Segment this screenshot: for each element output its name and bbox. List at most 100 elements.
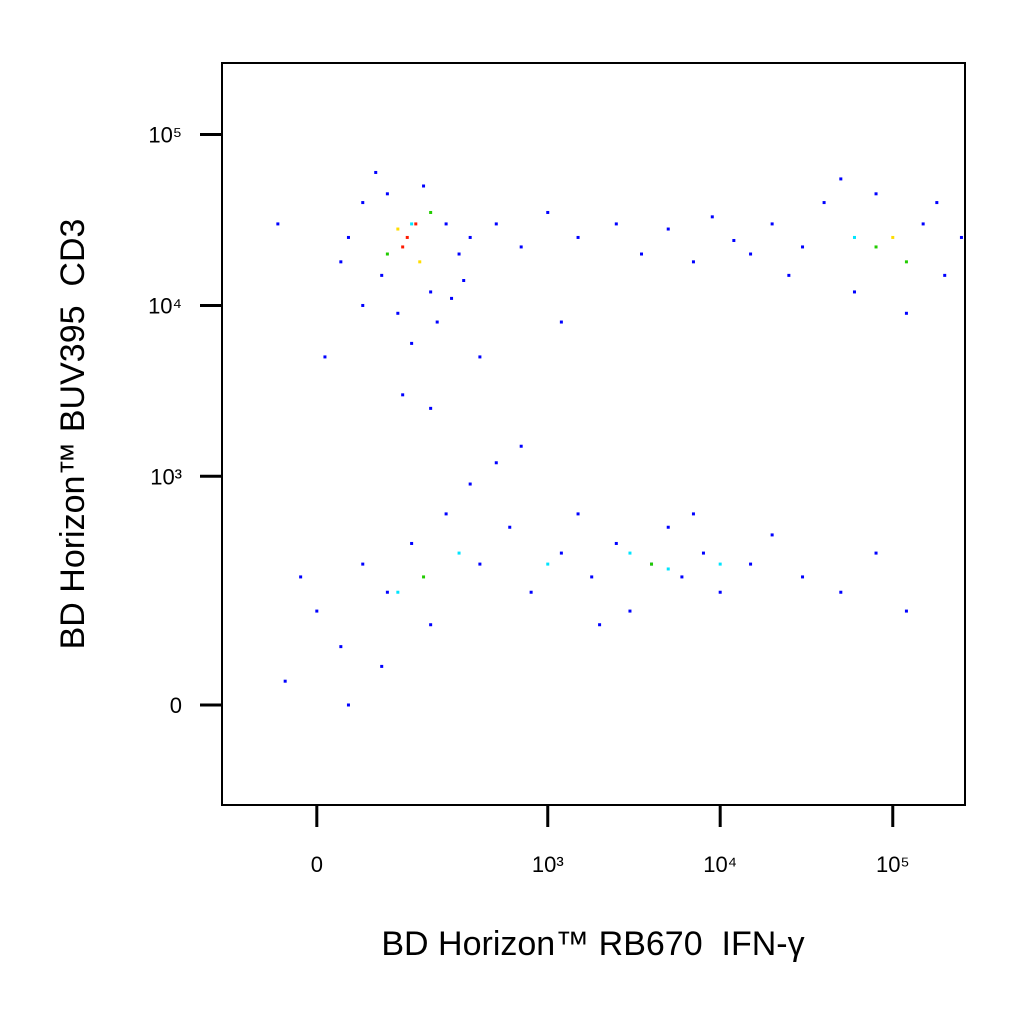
point <box>422 575 426 579</box>
point <box>283 679 287 683</box>
point <box>852 235 856 239</box>
point <box>361 201 365 205</box>
point <box>666 567 670 571</box>
point <box>519 444 523 448</box>
point <box>422 184 426 188</box>
plot-frame <box>221 62 966 806</box>
point <box>410 341 414 345</box>
point <box>396 311 400 315</box>
y-tick-label: 10³ <box>150 464 182 489</box>
point <box>276 222 280 226</box>
point <box>559 320 563 324</box>
point <box>935 201 939 205</box>
point <box>405 235 409 239</box>
point <box>457 252 461 256</box>
point <box>943 273 947 277</box>
point <box>468 235 472 239</box>
point <box>640 252 644 256</box>
point <box>401 245 405 249</box>
point <box>346 703 350 707</box>
point <box>429 623 433 627</box>
point <box>346 235 350 239</box>
point <box>444 222 448 226</box>
point <box>385 590 389 594</box>
point <box>374 170 378 174</box>
point <box>904 609 908 613</box>
point <box>666 525 670 529</box>
point <box>732 238 736 242</box>
point <box>396 590 400 594</box>
point <box>680 575 684 579</box>
point <box>598 623 602 627</box>
y-tick-label: 0 <box>170 693 182 718</box>
point <box>315 609 319 613</box>
point <box>494 461 498 465</box>
point <box>339 645 343 649</box>
point <box>450 296 454 300</box>
point <box>801 245 805 249</box>
point <box>852 290 856 294</box>
point <box>323 355 327 359</box>
point <box>299 575 303 579</box>
point <box>418 260 422 264</box>
y-tick-label: 10⁴ <box>148 293 182 318</box>
point <box>478 355 482 359</box>
point <box>519 245 523 249</box>
point <box>891 235 895 239</box>
point <box>385 252 389 256</box>
point <box>429 210 433 214</box>
point <box>749 562 753 566</box>
point <box>614 222 618 226</box>
point <box>462 278 466 282</box>
point <box>429 290 433 294</box>
point <box>385 192 389 196</box>
point <box>576 235 580 239</box>
point <box>559 551 563 555</box>
point <box>401 393 405 397</box>
point <box>921 222 925 226</box>
point <box>822 201 826 205</box>
x-tick-label: 10³ <box>532 852 564 877</box>
point <box>410 222 414 226</box>
point <box>444 512 448 516</box>
point <box>576 512 580 516</box>
point <box>546 210 550 214</box>
x-tick-label: 10⁴ <box>703 852 737 877</box>
point <box>457 551 461 555</box>
point <box>435 320 439 324</box>
point <box>494 222 498 226</box>
y-axis-label: BD Horizon™ BUV395 CD3 <box>54 219 92 650</box>
point <box>718 590 722 594</box>
point <box>749 252 753 256</box>
point <box>628 551 632 555</box>
point <box>478 562 482 566</box>
point <box>410 541 414 545</box>
point <box>339 260 343 264</box>
point <box>874 245 878 249</box>
point <box>650 562 654 566</box>
point <box>904 311 908 315</box>
point <box>691 260 695 264</box>
point <box>628 609 632 613</box>
point <box>529 590 533 594</box>
point <box>874 551 878 555</box>
point <box>468 482 472 486</box>
point <box>701 551 705 555</box>
point <box>414 222 418 226</box>
point <box>770 533 774 537</box>
point <box>361 303 365 307</box>
point <box>839 590 843 594</box>
x-axis-label: BD Horizon™ RB670 IFN-γ <box>381 925 804 963</box>
point <box>590 575 594 579</box>
point <box>380 664 384 668</box>
point <box>770 222 774 226</box>
point <box>546 562 550 566</box>
point <box>380 273 384 277</box>
point <box>691 512 695 516</box>
point <box>429 406 433 410</box>
point <box>874 192 878 196</box>
point <box>787 273 791 277</box>
point <box>839 177 843 181</box>
point <box>508 525 512 529</box>
